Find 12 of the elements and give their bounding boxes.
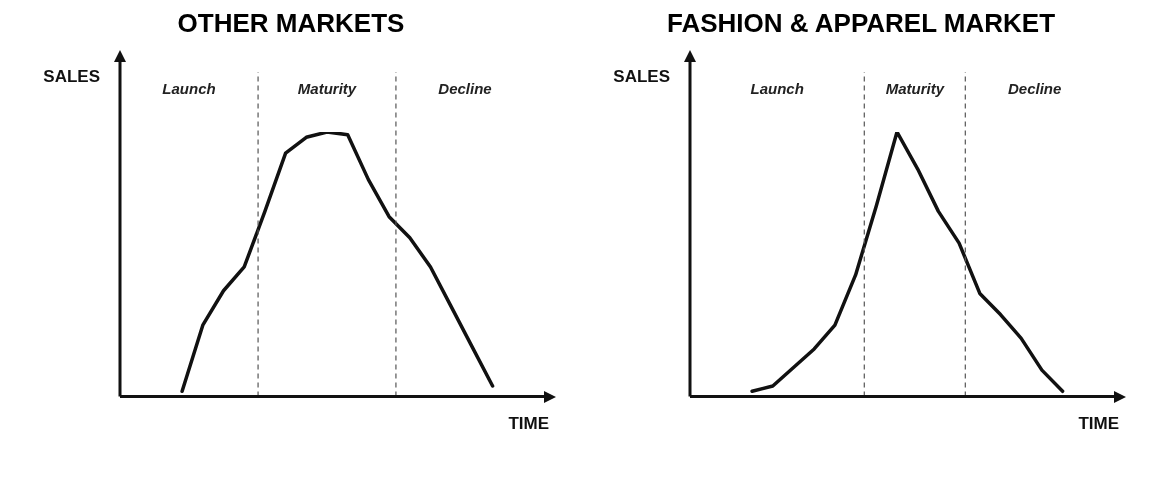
y-axis-title: SALES bbox=[613, 66, 670, 86]
y-axis-title: SALES bbox=[43, 66, 100, 86]
text: Launch bbox=[750, 80, 804, 98]
text: Decline bbox=[438, 80, 492, 98]
text: Maturity bbox=[885, 80, 945, 98]
text: Maturity bbox=[297, 80, 357, 98]
text: Decline bbox=[1007, 80, 1062, 98]
x-axis-title: TIME bbox=[1078, 414, 1119, 434]
chart-title: OTHER MARKETS bbox=[176, 8, 406, 40]
chart-title: FASHION & APPAREL MARKET bbox=[665, 8, 1057, 40]
x-axis-title: TIME bbox=[508, 414, 549, 434]
text: Launch bbox=[162, 80, 216, 98]
